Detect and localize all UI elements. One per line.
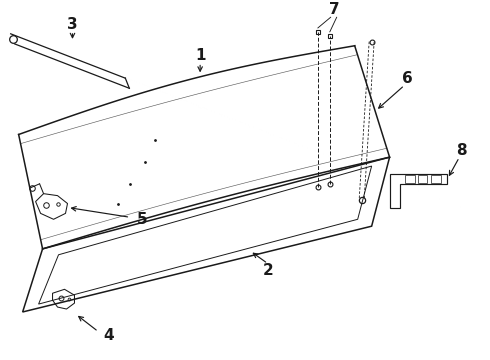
Text: 6: 6 <box>402 71 413 86</box>
Text: 4: 4 <box>103 328 114 343</box>
Text: 2: 2 <box>263 263 273 278</box>
Bar <box>432 175 441 183</box>
Text: 8: 8 <box>456 143 466 158</box>
Bar <box>405 175 415 183</box>
Text: 1: 1 <box>195 48 205 63</box>
Bar <box>417 175 427 183</box>
Text: 3: 3 <box>67 17 78 32</box>
Text: 5: 5 <box>137 212 147 227</box>
Text: 7: 7 <box>329 2 340 17</box>
